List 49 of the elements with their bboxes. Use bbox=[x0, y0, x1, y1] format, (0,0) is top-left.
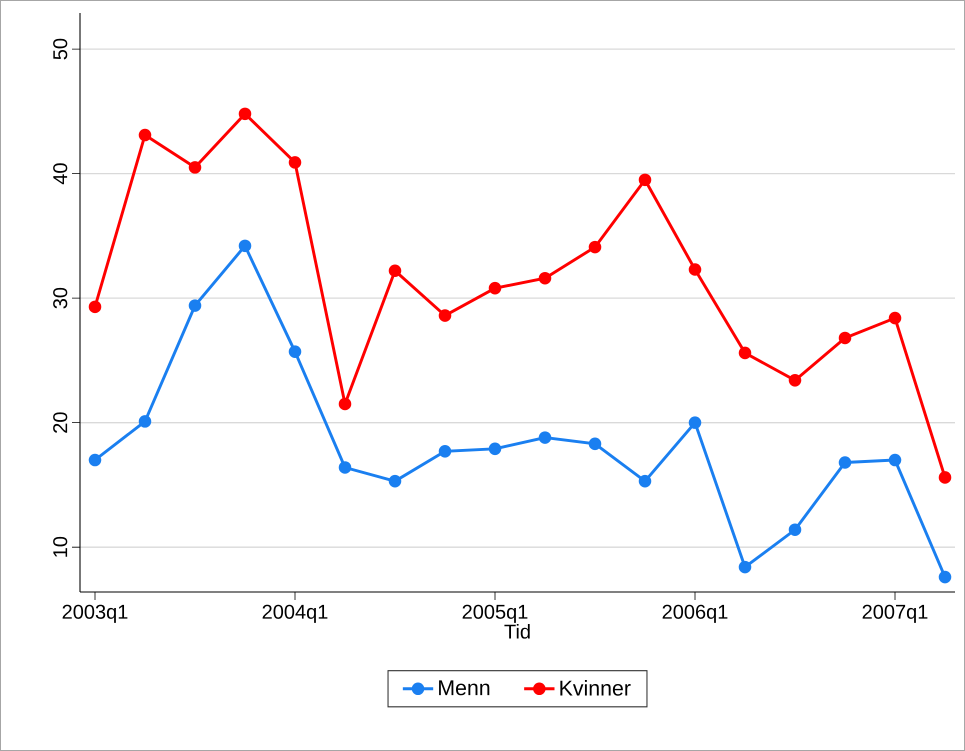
x-tick-label: 2005q1 bbox=[462, 604, 528, 623]
point bbox=[688, 416, 702, 429]
point bbox=[638, 474, 652, 488]
point bbox=[688, 263, 702, 276]
point bbox=[588, 438, 602, 450]
legend-label: Menn bbox=[439, 680, 490, 696]
x-tick-label: 2006q1 bbox=[662, 604, 728, 623]
point bbox=[238, 240, 252, 252]
point bbox=[338, 398, 352, 410]
point bbox=[588, 240, 602, 254]
y-tick-label: 50 bbox=[53, 38, 68, 60]
point bbox=[788, 523, 802, 536]
y-tick-label: 10 bbox=[53, 536, 68, 557]
y-tick-label: 40 bbox=[53, 163, 68, 184]
legend-label: Kvinner bbox=[560, 680, 631, 696]
x-tick-label: 2007q1 bbox=[862, 604, 928, 623]
point bbox=[838, 456, 852, 469]
point bbox=[888, 454, 902, 466]
point bbox=[838, 332, 852, 344]
point bbox=[738, 560, 752, 574]
point bbox=[138, 415, 152, 428]
point bbox=[938, 570, 952, 584]
point bbox=[488, 282, 502, 294]
point bbox=[88, 300, 102, 314]
point bbox=[888, 312, 902, 324]
point bbox=[338, 461, 352, 474]
point bbox=[238, 108, 252, 120]
y-tick-label: 30 bbox=[53, 288, 68, 309]
x-axis-title: Tid bbox=[504, 624, 530, 639]
point bbox=[788, 374, 802, 387]
point bbox=[488, 442, 502, 456]
point bbox=[188, 161, 202, 174]
point bbox=[538, 431, 552, 444]
point bbox=[638, 174, 652, 186]
point bbox=[738, 346, 752, 360]
point bbox=[288, 156, 302, 169]
point bbox=[438, 309, 452, 322]
point bbox=[288, 345, 302, 358]
point bbox=[438, 445, 452, 458]
x-tick-label: 2004q1 bbox=[262, 604, 328, 623]
x-tick-label: 2003q1 bbox=[62, 604, 128, 623]
point bbox=[388, 474, 402, 488]
point bbox=[938, 471, 952, 484]
point bbox=[538, 272, 552, 284]
point bbox=[138, 128, 152, 142]
point bbox=[188, 299, 202, 312]
y-tick-label: 20 bbox=[53, 412, 68, 433]
point bbox=[388, 264, 402, 278]
point bbox=[88, 454, 102, 466]
